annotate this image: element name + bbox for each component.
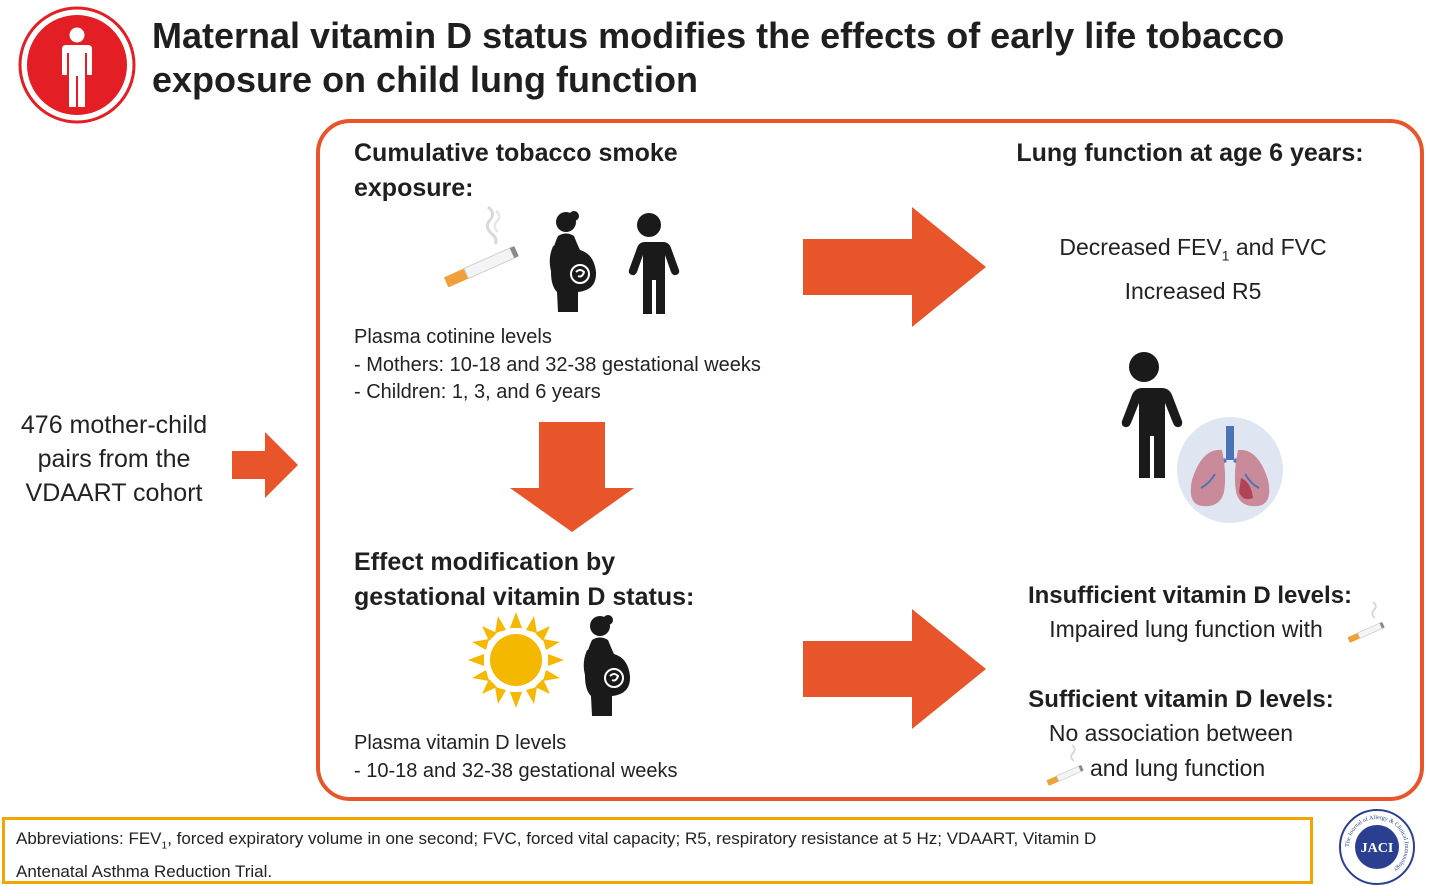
exposure-line-2: - Mothers: 10-18 and 32-38 gestational w… — [354, 353, 761, 376]
abbreviations-rest: , forced expiratory volume in one second… — [167, 829, 1097, 848]
abbreviations-prefix: Abbreviations: FEV — [16, 829, 162, 848]
cohort-line-1: 476 mother-child — [20, 411, 208, 439]
sufficient-heading: Sufficient vitamin D levels: — [1028, 686, 1334, 713]
outcome-decreased: Decreased FEV1 and FVC — [1000, 230, 1386, 274]
exposure-heading: Cumulative tobacco smoke exposure: — [354, 136, 774, 206]
abbreviations-sub: 1 — [161, 840, 168, 852]
jaci-logo: The Journal of Allergy & Clinical Immuno… — [1339, 809, 1415, 885]
insufficient-heading: Insufficient vitamin D levels: — [1027, 582, 1353, 609]
sun-icon — [468, 612, 564, 708]
abbreviations-line-2: Antenatal Asthma Reduction Trial. — [16, 862, 273, 882]
sufficient-line-2: and lung function — [1090, 755, 1266, 781]
title-line-2: exposure on child lung function — [152, 59, 698, 100]
exposure-line-3: - Children: 1, 3, and 6 years — [354, 381, 601, 403]
arrow-down — [510, 422, 634, 532]
child-icon — [628, 213, 680, 314]
arrow-right-top — [803, 207, 986, 327]
header-person-icon — [18, 6, 136, 124]
modification-details: Plasma vitamin D levels - 10-18 and 32-3… — [354, 730, 774, 785]
pregnant-woman-icon-2 — [583, 615, 631, 716]
outcome-decreased-prefix: Decreased FEV — [1059, 234, 1222, 260]
pregnant-woman-icon — [549, 211, 597, 312]
modification-heading-line-2: gestational vitamin D status: — [354, 583, 695, 611]
cohort-arrow — [232, 432, 298, 498]
abbreviations-box — [2, 817, 1313, 884]
sufficient-line-1: No association between — [1048, 720, 1294, 746]
cohort-text: 476 mother-child pairs from the VDAART c… — [0, 408, 228, 510]
cohort-line-2: pairs from the — [37, 445, 191, 473]
lungs-icon — [1177, 417, 1283, 523]
outcome-decreased-sub: 1 — [1221, 248, 1230, 264]
exposure-line-1: Plasma cotinine levels — [354, 326, 552, 348]
modification-heading: Effect modification by gestational vitam… — [354, 545, 794, 615]
outcome-decreased-suffix: and FVC — [1229, 234, 1327, 260]
outcome-heading: Lung function at age 6 years: — [1016, 139, 1364, 167]
child-icon-2 — [1121, 352, 1183, 478]
abbreviations-line-1: Abbreviations: FEV1, forced expiratory v… — [16, 826, 1306, 859]
exposure-heading-line-1: Cumulative tobacco smoke — [354, 139, 678, 167]
jaci-logo-text: JACI — [1361, 841, 1394, 856]
modification-heading-line-1: Effect modification by — [354, 548, 616, 576]
cigarette-icon-2 — [1347, 601, 1385, 643]
abbreviations-text: Abbreviations: FEV1, forced expiratory v… — [16, 826, 1306, 885]
outcome-increased: Increased R5 — [1124, 277, 1262, 304]
insufficient-text: Impaired lung function with — [1049, 616, 1323, 642]
outcome-effects: Decreased FEV1 and FVC Increased R5 — [1000, 230, 1386, 309]
exposure-heading-line-2: exposure: — [354, 174, 474, 202]
cigarette-icon — [443, 205, 519, 287]
modification-line-2: - 10-18 and 32-38 gestational weeks — [354, 759, 678, 782]
cohort-line-3: VDAART cohort — [25, 479, 203, 507]
main-panel — [316, 119, 1424, 801]
title-line-1: Maternal vitamin D status modifies the e… — [152, 15, 1285, 56]
page-title: Maternal vitamin D status modifies the e… — [152, 14, 1422, 102]
modification-line-1: Plasma vitamin D levels — [354, 732, 567, 754]
exposure-details: Plasma cotinine levels - Mothers: 10-18 … — [354, 324, 814, 407]
cigarette-icon-3 — [1046, 744, 1084, 786]
arrow-right-bottom — [803, 609, 986, 729]
